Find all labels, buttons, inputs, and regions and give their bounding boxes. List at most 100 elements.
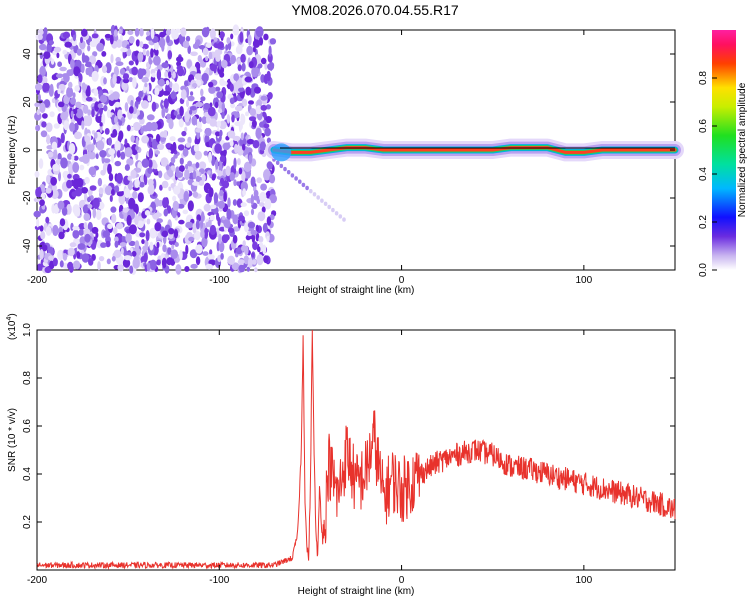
noise-speck — [141, 100, 149, 109]
noise-speck — [119, 68, 126, 75]
noise-speck — [69, 242, 77, 248]
y-tick-label: 40 — [22, 48, 33, 60]
noise-speck — [87, 188, 93, 196]
noise-speck — [252, 46, 256, 53]
noise-speck — [114, 236, 119, 243]
noise-speck — [232, 135, 241, 142]
noise-speck — [150, 27, 155, 40]
noise-speck — [148, 137, 152, 147]
snr-x-ticks: -200 -100 0 100 — [27, 330, 593, 586]
noise-speck — [168, 228, 175, 235]
noise-speck — [242, 188, 247, 197]
noise-speck — [209, 204, 217, 210]
noise-speck — [123, 255, 132, 261]
noise-speck — [88, 258, 94, 266]
noise-speck — [86, 85, 91, 96]
noise-speck — [132, 190, 138, 199]
noise-speck — [256, 254, 264, 266]
y-tick-label: 0 — [22, 147, 33, 153]
noise-speck — [73, 206, 81, 217]
noise-speck — [122, 78, 130, 84]
noise-speck — [95, 232, 99, 239]
noise-speck — [219, 155, 226, 163]
noise-speck — [146, 31, 151, 37]
noise-speck — [200, 211, 205, 222]
noise-speck — [220, 177, 225, 185]
noise-speck — [36, 108, 41, 116]
noise-speck — [84, 176, 90, 184]
noise-speck — [177, 203, 185, 209]
noise-speck — [40, 130, 48, 138]
noise-speck — [56, 73, 64, 79]
noise-speck — [246, 138, 255, 145]
noise-speck — [87, 196, 91, 203]
noise-speck — [162, 197, 169, 209]
noise-speck — [243, 210, 250, 217]
y-tick-label: 0.2 — [22, 515, 33, 529]
noise-speck — [200, 96, 206, 102]
snr-y-axis-label: SNR (10 * v/v) — [7, 408, 18, 472]
noise-speck — [130, 99, 134, 108]
y-tick-label: 20 — [22, 96, 33, 108]
noise-speck — [239, 31, 244, 43]
noise-speck — [217, 200, 225, 209]
spectrogram-x-ticks: -200 -100 0 100 — [27, 30, 593, 286]
noise-speck — [192, 181, 200, 186]
noise-speck — [232, 214, 239, 225]
noise-speck — [221, 234, 229, 244]
noise-speck — [166, 257, 173, 266]
noise-speck — [239, 137, 247, 147]
noise-speck — [52, 163, 60, 172]
noise-speck — [99, 94, 108, 104]
noise-speck — [208, 187, 214, 198]
noise-speck — [258, 37, 264, 46]
noise-speck — [265, 116, 272, 124]
noise-speck — [39, 43, 47, 51]
noise-speck — [263, 255, 269, 264]
noise-speck — [75, 108, 83, 119]
noise-speck — [205, 55, 209, 62]
noise-speck — [226, 37, 231, 44]
noise-speck — [127, 175, 132, 181]
noise-speck — [213, 192, 219, 204]
noise-speck — [194, 73, 202, 80]
noise-speck — [73, 155, 79, 161]
noise-speck — [152, 168, 158, 173]
noise-speck — [115, 61, 124, 66]
noise-speck — [286, 170, 291, 175]
noise-speck — [44, 266, 52, 274]
noise-speck — [106, 258, 111, 265]
noise-speck — [176, 65, 183, 71]
noise-speck — [114, 101, 121, 108]
noise-speck — [201, 236, 208, 248]
noise-speck — [75, 101, 82, 109]
noise-speck — [101, 51, 107, 57]
noise-speck — [159, 31, 166, 38]
noise-speck — [214, 86, 221, 92]
noise-speck — [227, 255, 236, 265]
noise-speck — [247, 257, 253, 269]
noise-speck — [56, 52, 60, 59]
noise-speck — [124, 164, 130, 171]
noise-speck — [163, 98, 169, 109]
noise-speck — [203, 150, 209, 156]
noise-speck — [66, 203, 72, 215]
noise-speck — [117, 109, 123, 120]
noise-speck — [58, 171, 61, 182]
noise-speck — [156, 218, 163, 224]
noise-speck — [116, 172, 123, 184]
noise-speck — [114, 160, 122, 167]
noise-speck — [257, 246, 261, 253]
noise-speck — [262, 244, 267, 255]
noise-speck — [112, 73, 117, 85]
noise-speck — [53, 123, 60, 129]
noise-speck — [131, 250, 137, 257]
noise-speck — [148, 159, 153, 169]
noise-speck — [205, 221, 210, 228]
noise-speck — [57, 101, 65, 108]
noise-speck — [87, 149, 92, 159]
noise-speck — [64, 41, 72, 48]
noise-speck — [342, 217, 346, 222]
noise-speck — [87, 65, 94, 77]
x-tick-label: -100 — [209, 275, 229, 286]
